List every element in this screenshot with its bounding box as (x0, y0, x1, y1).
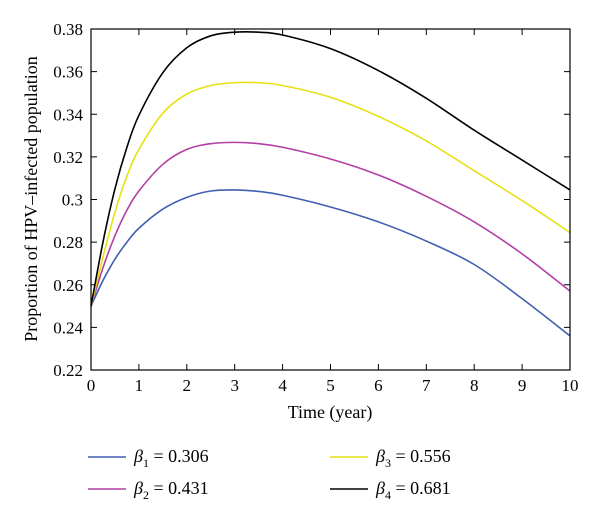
legend-subscript: 4 (385, 488, 391, 502)
x-axis-title: Time (year) (288, 402, 373, 423)
y-tick-label: 0.24 (53, 318, 83, 337)
legend-subscript: 2 (143, 488, 149, 502)
legend-label-beta-2: β2 = 0.431 (133, 478, 209, 502)
series-line-beta-4 (90, 30, 571, 307)
x-tick-label: 6 (374, 376, 383, 395)
legend-value: = 0.556 (391, 446, 451, 466)
x-tick-label: 10 (562, 376, 579, 395)
series-line-beta-2 (90, 141, 571, 307)
legend-value: = 0.306 (149, 446, 209, 466)
y-tick-label: 0.34 (53, 105, 83, 124)
x-tick-label: 4 (278, 376, 287, 395)
x-tick-label: 1 (135, 376, 144, 395)
y-tick-label: 0.26 (53, 276, 83, 295)
legend-label-beta-4: β4 = 0.681 (375, 478, 451, 502)
x-tick-label: 7 (422, 376, 431, 395)
y-axis-title: Proportion of HPV–infected population (21, 56, 41, 341)
legend-value: = 0.681 (391, 478, 451, 498)
x-tick-label: 9 (518, 376, 527, 395)
legend-symbol: β (375, 446, 385, 466)
y-tick-label: 0.28 (53, 233, 83, 252)
legend-symbol: β (133, 446, 143, 466)
y-tick-label: 0.38 (53, 20, 83, 39)
x-tick-label: 8 (470, 376, 479, 395)
legend-subscript: 1 (143, 456, 149, 470)
x-tick-label: 3 (230, 376, 239, 395)
x-tick-label: 2 (183, 376, 192, 395)
legend-label-beta-1: β1 = 0.306 (133, 446, 209, 470)
y-tick-label: 0.22 (53, 361, 83, 380)
x-tick-label: 5 (326, 376, 335, 395)
y-tick-label: 0.36 (53, 63, 83, 82)
x-tick-label: 0 (87, 376, 96, 395)
legend-value: = 0.431 (149, 478, 209, 498)
series-line-beta-1 (90, 189, 571, 337)
series-line-beta-3 (90, 81, 571, 307)
legend-symbol: β (133, 478, 143, 498)
legend-symbol: β (375, 478, 385, 498)
legend-label-beta-3: β3 = 0.556 (375, 446, 451, 470)
legend-subscript: 3 (385, 456, 391, 470)
y-tick-label: 0.32 (53, 148, 83, 167)
plot-frame (90, 28, 571, 371)
y-tick-label: 0.3 (62, 191, 83, 210)
